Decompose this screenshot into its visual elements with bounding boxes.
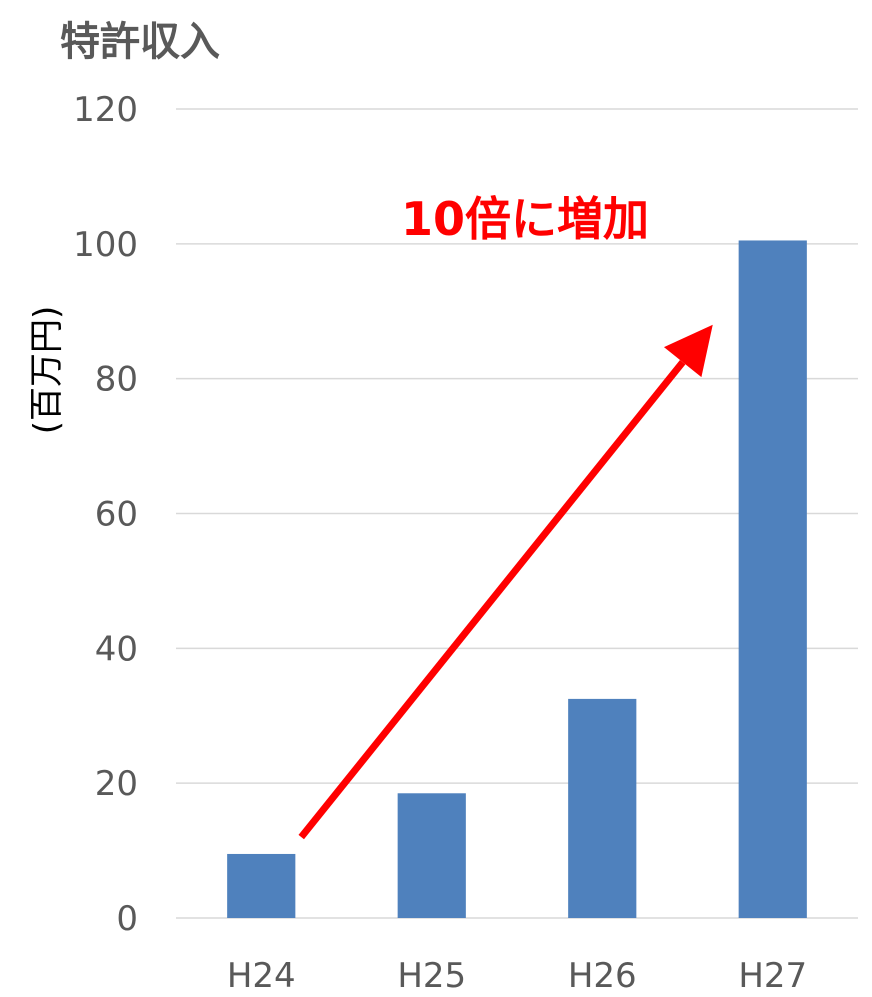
bars: [227, 240, 807, 918]
gridlines: [176, 108, 858, 919]
y-axis-ticks: 0 20 40 60 80 100 120: [73, 90, 138, 939]
x-tick-label: H25: [397, 956, 466, 996]
y-tick-label: 120: [73, 90, 138, 130]
x-tick-label: H27: [738, 956, 807, 996]
bar-h27: [738, 240, 807, 918]
y-tick-label: 100: [73, 225, 138, 265]
y-axis-label: (百万円): [27, 306, 67, 435]
x-tick-label: H26: [568, 956, 637, 996]
x-axis-ticks: H24 H25 H26 H27: [227, 956, 807, 996]
y-tick-label: 80: [95, 360, 138, 400]
bar-h24: [227, 853, 296, 918]
y-tick-label: 40: [95, 629, 138, 669]
trend-arrow-line: [298, 359, 686, 840]
annotation: 10倍に増加: [298, 192, 713, 840]
y-tick-label: 0: [116, 899, 138, 939]
y-tick-label: 60: [95, 495, 138, 535]
y-tick-label: 20: [95, 764, 138, 804]
trend-arrow-head: [663, 324, 713, 378]
annotation-label: 10倍に増加: [401, 192, 649, 246]
x-tick-label: H24: [227, 956, 296, 996]
chart-title: 特許収入: [60, 19, 220, 65]
bar-h25: [397, 793, 466, 918]
bar-h26: [568, 698, 637, 918]
